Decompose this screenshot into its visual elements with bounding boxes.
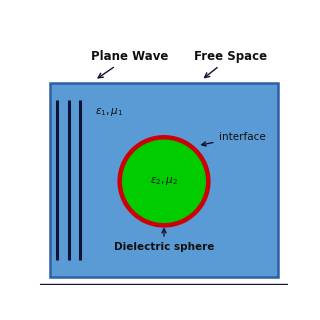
Bar	[50, 83, 278, 277]
Text: interface: interface	[202, 132, 265, 146]
Text: Dielectric sphere: Dielectric sphere	[114, 229, 214, 252]
Text: Free Space: Free Space	[194, 50, 268, 77]
Text: Plane Wave: Plane Wave	[91, 50, 168, 78]
Text: $\epsilon_2, \mu_2$: $\epsilon_2, \mu_2$	[150, 175, 178, 187]
Text: $\epsilon_1, \mu_1$: $\epsilon_1, \mu_1$	[95, 106, 123, 118]
Circle shape	[123, 140, 205, 222]
Circle shape	[118, 136, 210, 227]
